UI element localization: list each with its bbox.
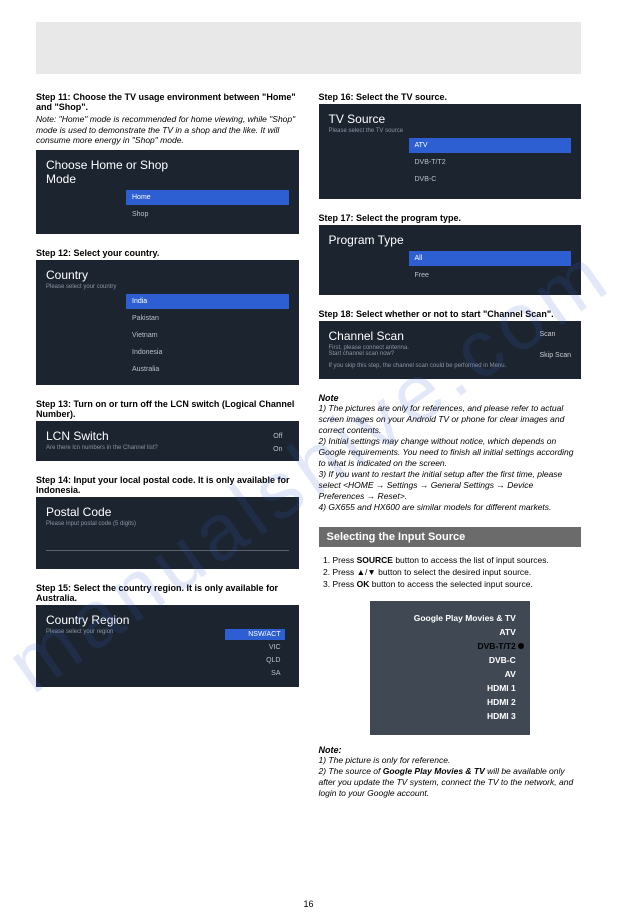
step-11-title: Step 11: Choose the TV usage environment… [36, 92, 299, 112]
step-18-title: Step 18: Select whether or not to start … [319, 309, 582, 319]
step-14-title: Step 14: Input your local postal code. I… [36, 475, 299, 495]
panel-scan-title: Channel Scan [329, 329, 572, 343]
src-dvbt[interactable]: DVB-T/T2 [384, 639, 516, 653]
panel-scan-sub2: Start channel scan now? [329, 351, 572, 357]
opt-nsw[interactable]: NSW/ACT [225, 629, 285, 640]
opt-shop[interactable]: Shop [126, 207, 289, 222]
src-step-3: Press OK button to access the selected i… [333, 579, 582, 591]
section-input-source: Selecting the Input Source [319, 527, 582, 547]
opt-dvbt[interactable]: DVB-T/T2 [409, 155, 572, 170]
opt-atv[interactable]: ATV [409, 138, 572, 153]
panel-home-shop: Choose Home or ShopMode Home Shop [36, 150, 299, 234]
note-block: Note 1) The pictures are only for refere… [319, 393, 582, 513]
opt-all[interactable]: All [409, 251, 572, 266]
note-body: 1) The pictures are only for references,… [319, 403, 582, 513]
src-step-2: Press ▲/▼ button to select the desired i… [333, 567, 582, 579]
step-13-title: Step 13: Turn on or turn off the LCN swi… [36, 399, 299, 419]
opt-sa[interactable]: SA [46, 668, 285, 679]
opt-off[interactable]: Off [251, 431, 287, 442]
step-11: Step 11: Choose the TV usage environment… [36, 92, 299, 234]
panel-scan-sub3: If you skip this step, the channel scan … [329, 363, 572, 369]
page-number: 16 [0, 899, 617, 909]
panel-home-shop-title: Choose Home or ShopMode [46, 158, 289, 186]
step-17-title: Step 17: Select the program type. [319, 213, 582, 223]
opt-home[interactable]: Home [126, 190, 289, 205]
panel-region: Country Region Please select your region… [36, 605, 299, 687]
step-15-title: Step 15: Select the country region. It i… [36, 583, 299, 603]
opt-australia[interactable]: Australia [126, 362, 289, 377]
panel-postal: Postal Code Please input postal code (5 … [36, 497, 299, 569]
right-column: Step 16: Select the TV source. TV Source… [319, 92, 582, 813]
panel-tvsource-title: TV Source [329, 112, 572, 126]
panel-scan: Channel Scan First, please connect anten… [319, 321, 582, 379]
src-hdmi1[interactable]: HDMI 1 [384, 681, 516, 695]
opt-indonesia[interactable]: Indonesia [126, 345, 289, 360]
panel-region-title: Country Region [46, 613, 289, 627]
opt-on[interactable]: On [251, 444, 287, 455]
step-16-title: Step 16: Select the TV source. [319, 92, 582, 102]
panel-progtype-title: Program Type [329, 233, 572, 247]
step-12: Step 12: Select your country. Country Pl… [36, 248, 299, 385]
opt-scan[interactable]: Scan [539, 331, 571, 338]
step-13: Step 13: Turn on or turn off the LCN swi… [36, 399, 299, 461]
step-15: Step 15: Select the country region. It i… [36, 583, 299, 687]
source-steps: Press SOURCE button to access the list o… [319, 555, 582, 591]
source-list-box: Google Play Movies & TV ATV DVB-T/T2 DVB… [370, 601, 530, 735]
note2-block: Note: 1) The picture is only for referen… [319, 745, 582, 799]
src-av[interactable]: AV [384, 667, 516, 681]
note2-heading: Note: [319, 745, 582, 755]
postal-input[interactable] [46, 537, 289, 551]
opt-vic[interactable]: VIC [46, 642, 285, 653]
panel-tvsource: TV Source Please select the TV source AT… [319, 104, 582, 199]
panel-progtype: Program Type All Free [319, 225, 582, 295]
opt-india[interactable]: India [126, 294, 289, 309]
step-12-title: Step 12: Select your country. [36, 248, 299, 258]
src-hdmi2[interactable]: HDMI 2 [384, 695, 516, 709]
panel-lcn: LCN Switch Are there lcn numbers in the … [36, 421, 299, 461]
panel-tvsource-sub: Please select the TV source [329, 128, 572, 134]
src-hdmi3[interactable]: HDMI 3 [384, 709, 516, 723]
opt-qld[interactable]: QLD [46, 655, 285, 666]
panel-country-sub: Please select your country [46, 284, 289, 290]
header-banner [36, 22, 581, 74]
src-atv[interactable]: ATV [384, 625, 516, 639]
note2-body: 1) The picture is only for reference. 2)… [319, 755, 582, 799]
opt-free[interactable]: Free [409, 268, 572, 283]
step-17: Step 17: Select the program type. Progra… [319, 213, 582, 295]
panel-postal-sub: Please input postal code (5 digits) [46, 521, 289, 527]
step-11-note: Note: "Home" mode is recommended for hom… [36, 114, 299, 146]
note-heading: Note [319, 393, 582, 403]
step-14: Step 14: Input your local postal code. I… [36, 475, 299, 569]
left-column: Step 11: Choose the TV usage environment… [36, 92, 299, 813]
step-16: Step 16: Select the TV source. TV Source… [319, 92, 582, 199]
src-step-1: Press SOURCE button to access the list o… [333, 555, 582, 567]
src-google[interactable]: Google Play Movies & TV [384, 611, 516, 625]
opt-skip-scan[interactable]: Skip Scan [539, 352, 571, 359]
panel-postal-title: Postal Code [46, 505, 289, 519]
step-18: Step 18: Select whether or not to start … [319, 309, 582, 379]
panel-country: Country Please select your country India… [36, 260, 299, 385]
opt-pakistan[interactable]: Pakistan [126, 311, 289, 326]
opt-vietnam[interactable]: Vietnam [126, 328, 289, 343]
panel-country-title: Country [46, 268, 289, 282]
opt-dvbc[interactable]: DVB-C [409, 172, 572, 187]
src-dvbc[interactable]: DVB-C [384, 653, 516, 667]
